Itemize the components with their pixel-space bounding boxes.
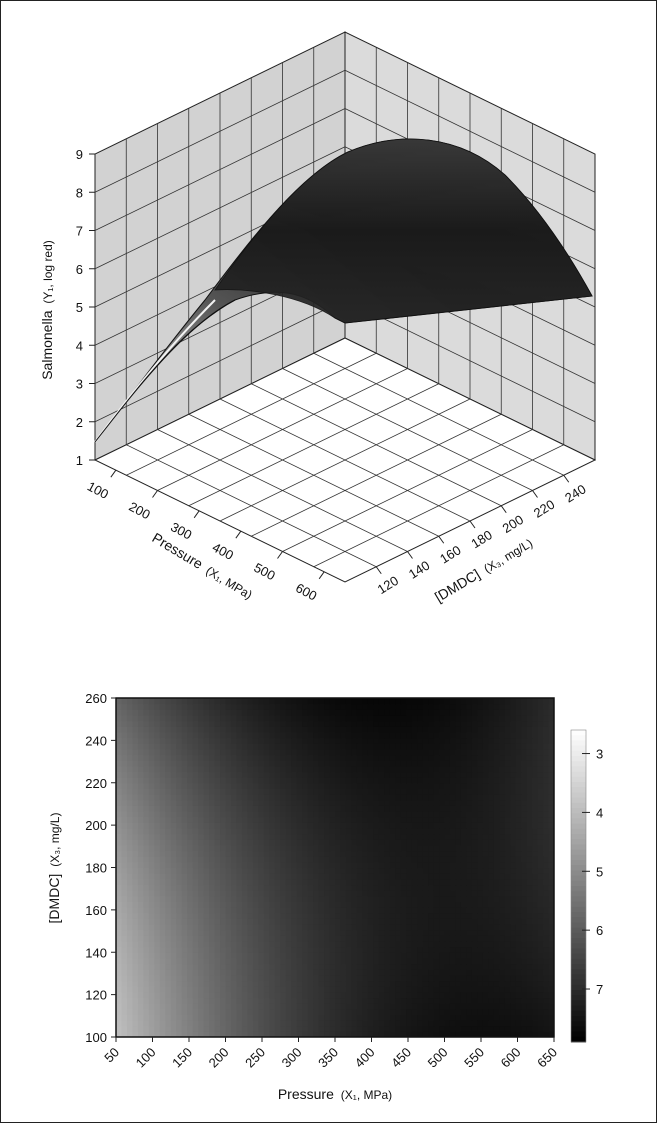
- floor-grid-line: [282, 429, 533, 552]
- y-tick-label: 240: [562, 481, 588, 505]
- y-tick-label: 220: [531, 497, 557, 521]
- z-tick-label: 7: [76, 224, 83, 239]
- floor-grid-line: [313, 444, 564, 568]
- y-tick-mark: [563, 474, 570, 483]
- floor-grid-line: [251, 413, 502, 537]
- wall-grid-line: [344, 69, 596, 193]
- y-tick-mark: [500, 505, 507, 514]
- floor-grid-line: [157, 429, 408, 552]
- y-tick-label: 200: [500, 512, 526, 536]
- z-tick-label: 5: [76, 300, 83, 315]
- x-tick-label: 400: [210, 539, 236, 562]
- z-tick-label: 3: [76, 377, 83, 392]
- wall-grid-line: [94, 108, 346, 231]
- z-tick-label: 1: [76, 453, 83, 468]
- wall-grid-line: [94, 299, 346, 423]
- y-tick-label: 160: [437, 542, 463, 566]
- floor-grid-line: [219, 398, 471, 522]
- x-axis-label: Pressure (X₁, MPa): [149, 529, 254, 602]
- x-tick-mark: [235, 530, 242, 539]
- x-tick-label: 600: [293, 580, 319, 603]
- y-tick-label: 120: [375, 573, 401, 597]
- y-tick-mark: [407, 551, 413, 559]
- x-tick-mark: [193, 510, 200, 519]
- y-tick-mark: [469, 520, 476, 529]
- y-tick-label: 140: [406, 558, 432, 582]
- x-axis-label-sub: (X₁, MPa): [203, 564, 254, 602]
- x-tick-mark: [277, 551, 283, 559]
- x-tick-mark: [318, 571, 325, 580]
- wall-grid-line: [344, 299, 596, 423]
- y-tick-label: 180: [468, 527, 494, 551]
- wall-grid-line: [94, 69, 346, 193]
- z-axis-label: Salmonella (Y₁, log red): [39, 240, 55, 380]
- floor-grid-line: [126, 444, 377, 568]
- z-tick-label: 9: [76, 147, 83, 162]
- x-tick-mark: [110, 469, 117, 478]
- y-axis-label-main: [DMDC]: [432, 566, 483, 605]
- x-tick-mark: [152, 490, 158, 498]
- z-tick-label: 8: [76, 185, 83, 200]
- surface-edge: [94, 299, 236, 443]
- floor-grid-line: [188, 413, 439, 537]
- y-tick-mark: [532, 490, 538, 498]
- z-axis-label-main: Salmonella: [39, 310, 55, 379]
- x-tick-label: 100: [85, 478, 111, 501]
- surface-upper-sheet: [214, 138, 593, 324]
- z-axis-label-sub: (Y₁, log red): [41, 240, 55, 303]
- y-tick-mark: [438, 535, 445, 544]
- y-tick-mark: [375, 566, 382, 575]
- z-tick-label: 4: [76, 338, 83, 353]
- z-tick-label: 2: [76, 415, 83, 430]
- wall-grid-line: [94, 146, 346, 270]
- response-surface: [94, 138, 593, 443]
- z-tick-label: 6: [76, 262, 83, 277]
- x-tick-label: 500: [252, 560, 278, 583]
- x-tick-label: 200: [127, 499, 153, 522]
